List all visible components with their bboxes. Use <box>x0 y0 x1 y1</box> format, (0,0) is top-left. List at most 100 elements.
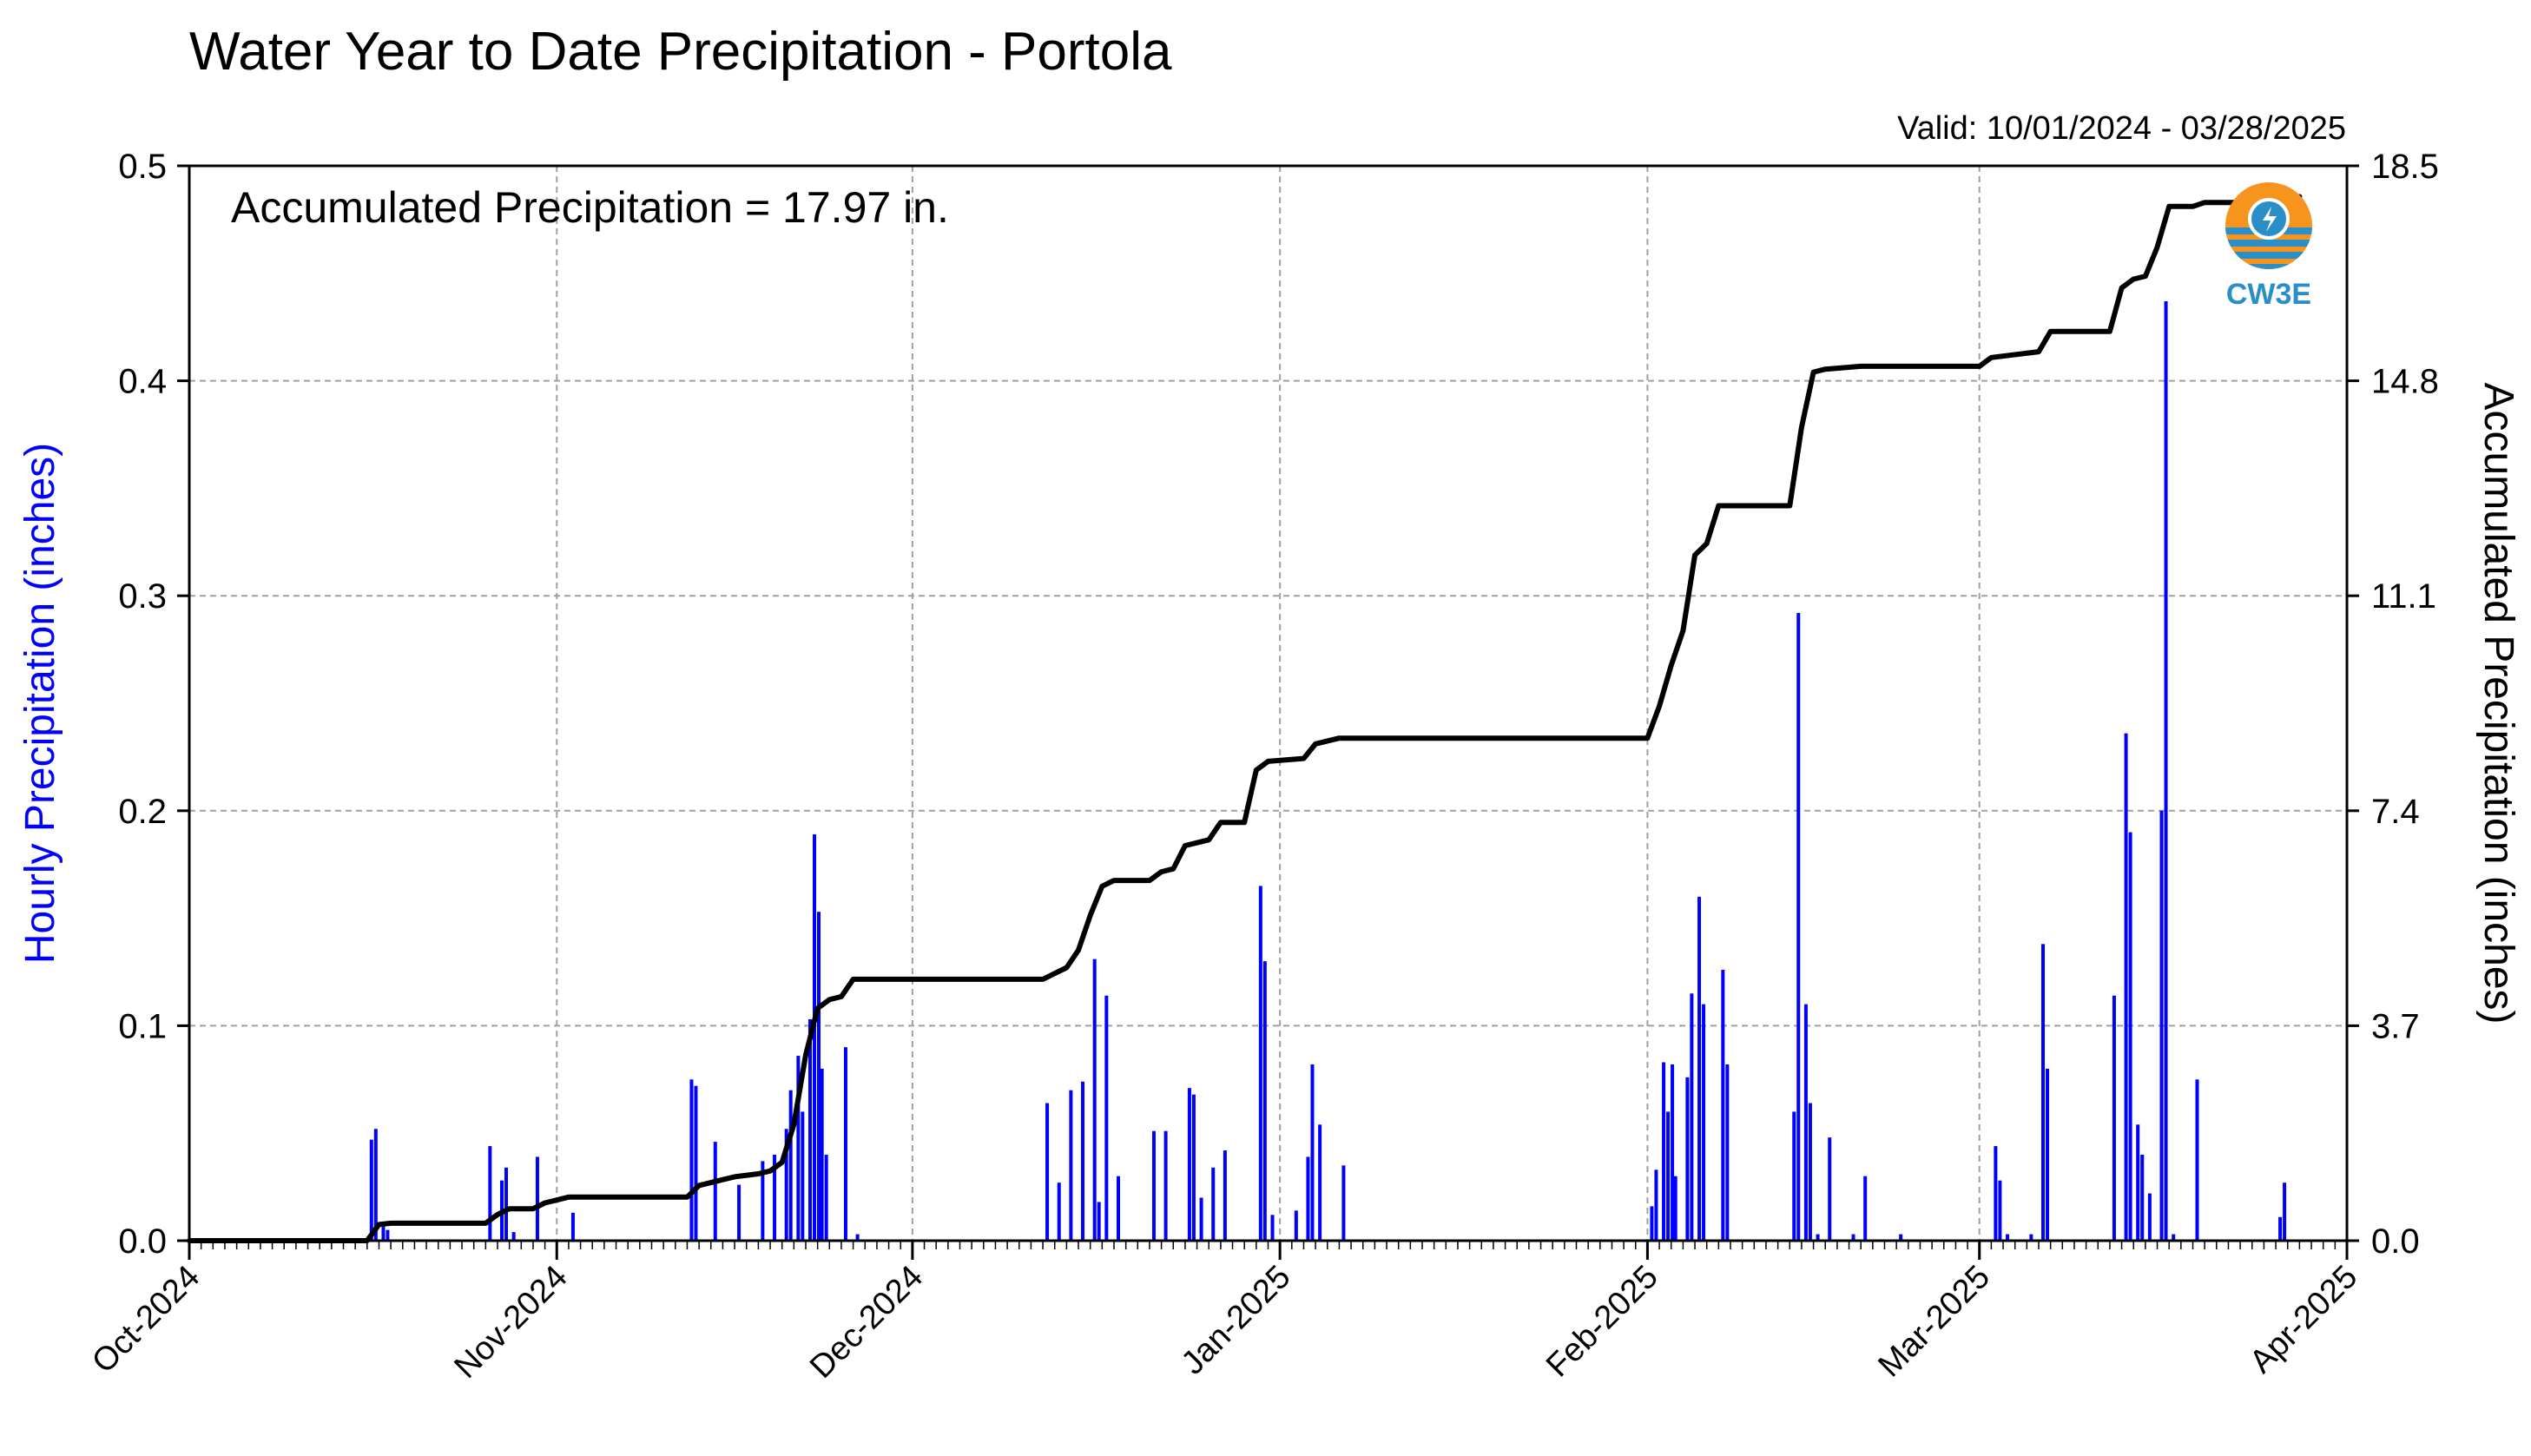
hourly-bar <box>817 912 821 1241</box>
hourly-bar <box>2283 1183 2287 1241</box>
hourly-bar <box>1994 1146 1998 1241</box>
hourly-bar <box>689 1079 694 1241</box>
hourly-bar <box>1258 886 1262 1241</box>
hourly-bars <box>369 300 2287 1241</box>
hourly-bar <box>1341 1165 1346 1241</box>
hourly-bar <box>855 1234 860 1241</box>
hourly-bar <box>1262 961 1267 1241</box>
hourly-bar <box>2278 1216 2283 1241</box>
ytick-label-right: 14.8 <box>2371 363 2439 401</box>
ytick-label-left: 0.2 <box>118 793 167 831</box>
hourly-bar <box>1092 959 1097 1241</box>
hourly-bar <box>2147 1193 2152 1241</box>
hourly-bar <box>1702 1004 1706 1241</box>
hourly-bar <box>788 1090 793 1241</box>
hourly-bar <box>1069 1090 1073 1241</box>
hourly-bar <box>1211 1167 1216 1241</box>
hourly-bar <box>2164 300 2168 1241</box>
hourly-bar <box>570 1212 575 1241</box>
hourly-bar <box>1270 1215 1275 1241</box>
hourly-bar <box>369 1139 373 1241</box>
hourly-bar <box>1697 896 1702 1241</box>
hourly-bar <box>694 1085 698 1241</box>
ytick-label-right: 3.7 <box>2371 1007 2420 1045</box>
hourly-bar <box>1057 1183 1061 1241</box>
hourly-bar <box>1081 1081 1085 1241</box>
hourly-bar <box>1828 1137 1832 1241</box>
hourly-bar <box>1863 1176 1868 1241</box>
hourly-bar <box>2124 733 2128 1241</box>
hourly-bar <box>1690 993 1694 1241</box>
hourly-bar <box>1998 1180 2002 1241</box>
hourly-bar <box>843 1047 847 1241</box>
hourly-bar <box>381 1225 386 1241</box>
ytick-label-right: 7.4 <box>2371 793 2420 831</box>
hourly-bar <box>808 1018 812 1241</box>
hourly-bar <box>504 1167 508 1241</box>
hourly-bar <box>1685 1077 1690 1241</box>
hourly-bar <box>796 1056 801 1241</box>
hourly-bar <box>2136 1124 2140 1241</box>
hourly-bar <box>535 1156 539 1241</box>
hourly-bar <box>1721 970 1725 1241</box>
hourly-bar <box>1792 1111 1796 1241</box>
hourly-bar <box>1671 1064 1675 1241</box>
hourly-bar <box>1725 1064 1730 1241</box>
hourly-bar <box>1803 1004 1808 1241</box>
hourly-bar <box>1650 1206 1654 1241</box>
accumulated-line <box>187 194 2303 1243</box>
hourly-bar <box>1318 1124 1322 1241</box>
hourly-bar <box>2140 1154 2145 1241</box>
hourly-bar <box>820 1068 824 1241</box>
hourly-bar <box>2172 1234 2176 1241</box>
ytick-label-right: 0.0 <box>2371 1222 2420 1261</box>
hourly-bar <box>1654 1169 1658 1241</box>
hourly-bar <box>1306 1156 1310 1241</box>
hourly-bar <box>386 1229 390 1241</box>
ytick-label-left: 0.4 <box>118 363 167 401</box>
hourly-bar <box>2159 810 2164 1241</box>
logo-text: CW3E <box>2226 278 2311 311</box>
hourly-bar <box>1223 1150 1227 1241</box>
hourly-bar <box>373 1129 378 1241</box>
hourly-bar <box>2006 1234 2010 1241</box>
hourly-bar <box>2041 944 2045 1241</box>
ytick-label-right: 11.1 <box>2371 577 2436 616</box>
hourly-bar <box>1191 1094 1196 1241</box>
y-axis-label-left: Hourly Precipitation (inches) <box>17 443 63 964</box>
hourly-bar <box>1310 1064 1315 1241</box>
ytick-label-left: 0.1 <box>118 1007 167 1045</box>
valid-date-range: Valid: 10/01/2024 - 03/28/2025 <box>1897 110 2346 147</box>
y-axis-label-right: Accumulated Precipitation (inches) <box>2475 382 2521 1024</box>
hourly-bar <box>1662 1062 1666 1241</box>
hourly-bar <box>824 1154 828 1241</box>
hourly-bar <box>1151 1130 1156 1241</box>
hourly-bar <box>1045 1103 1050 1241</box>
hourly-bar <box>737 1184 742 1241</box>
ytick-label-left: 0.5 <box>118 148 167 186</box>
hourly-bar <box>488 1146 492 1241</box>
hourly-bar <box>2112 995 2116 1241</box>
hourly-bar <box>1808 1103 1812 1241</box>
accumulated-series-line <box>187 194 2303 1243</box>
hourly-bar <box>1851 1234 1855 1241</box>
hourly-bar <box>784 1129 788 1241</box>
hourly-bar <box>773 1154 777 1241</box>
hourly-bar <box>1199 1197 1203 1241</box>
hourly-bar <box>761 1161 765 1241</box>
hourly-bar <box>1666 1111 1671 1241</box>
hourly-bar <box>713 1142 717 1241</box>
hourly-bar <box>1187 1088 1191 1241</box>
grid-lines <box>189 166 2347 1241</box>
hourly-bar <box>1796 613 1801 1241</box>
hourly-bar <box>1673 1176 1677 1241</box>
cw3e-logo: CW3E <box>2225 182 2312 311</box>
hourly-bar <box>1899 1234 1903 1241</box>
ytick-label-left: 0.3 <box>118 577 167 616</box>
hourly-bar <box>1294 1210 1298 1241</box>
hourly-bar <box>1816 1234 1820 1241</box>
hourly-bar <box>2046 1068 2049 1241</box>
hourly-bar <box>511 1232 516 1241</box>
hourly-bar <box>2029 1234 2033 1241</box>
